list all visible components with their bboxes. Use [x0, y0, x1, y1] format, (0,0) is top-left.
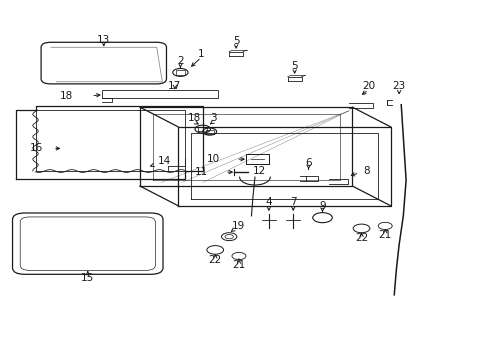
Text: 11: 11 — [194, 167, 207, 177]
Text: 15: 15 — [81, 273, 94, 283]
Text: 3: 3 — [209, 113, 216, 123]
Text: 8: 8 — [363, 166, 369, 176]
Text: 7: 7 — [289, 197, 296, 207]
Text: 10: 10 — [206, 154, 219, 164]
Text: 13: 13 — [97, 35, 110, 45]
Text: 12: 12 — [253, 166, 266, 176]
Text: 20: 20 — [361, 81, 374, 91]
Text: 18: 18 — [60, 91, 73, 101]
Text: 21: 21 — [232, 260, 245, 270]
Text: 21: 21 — [378, 230, 391, 239]
Text: 14: 14 — [158, 156, 171, 166]
Text: 19: 19 — [232, 221, 245, 231]
Text: 6: 6 — [305, 158, 311, 168]
Text: 16: 16 — [30, 143, 43, 153]
Text: 22: 22 — [208, 255, 222, 265]
Text: 2: 2 — [177, 56, 183, 66]
Text: 5: 5 — [232, 36, 239, 46]
Text: 5: 5 — [291, 61, 297, 71]
Text: 9: 9 — [319, 201, 325, 211]
Text: 4: 4 — [265, 197, 272, 207]
Text: 1: 1 — [198, 49, 204, 59]
Text: 17: 17 — [168, 81, 181, 91]
Text: 18: 18 — [187, 113, 201, 123]
Text: 23: 23 — [392, 81, 405, 91]
Text: 22: 22 — [354, 233, 367, 243]
